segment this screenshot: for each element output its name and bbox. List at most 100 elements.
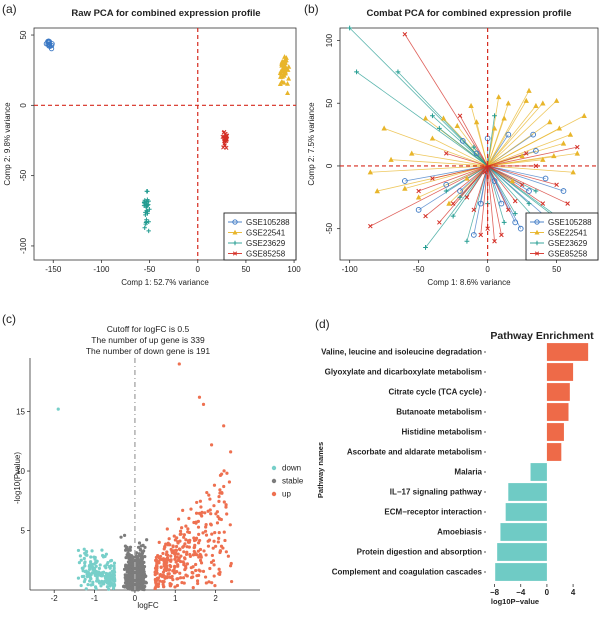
data-point [509,178,516,184]
down-point [80,566,84,570]
data-point [144,189,149,194]
stable-point [140,554,145,559]
up-point [171,545,175,549]
up-point [217,536,221,541]
volcano-title-line-2: The number of up gene is 339 [91,335,205,345]
up-point [195,500,199,505]
data-point [464,175,470,181]
down-point [82,556,86,561]
stable-point [128,568,133,572]
loading-line [487,100,527,167]
data-point [457,113,463,119]
stable-point [139,571,143,576]
up-point [163,544,167,549]
up-point [157,540,161,544]
category-label: ECM−receptor interaction [384,508,482,517]
down-point [85,575,90,579]
up-point [204,553,208,557]
y-tick-label: 50 [19,30,28,39]
data-point [402,31,408,37]
down-point [89,583,93,587]
loading-line [487,159,543,167]
data-point [409,150,415,156]
up-point [158,579,162,583]
data-point [560,188,567,194]
down-point [88,579,92,583]
data-point [540,156,546,162]
x-tick-label: −4 [516,588,526,597]
data-point [286,75,292,81]
up-point [169,558,173,562]
loading-line [487,165,530,204]
down-point [92,569,96,573]
up-point [184,552,189,556]
data-point [495,94,502,100]
up-point [182,550,186,554]
down-point [97,566,102,570]
data-point [526,87,532,93]
up-point [174,544,179,549]
up-point [164,564,169,568]
stable-point [123,573,127,577]
legend-label: GSE22541 [246,229,286,238]
panel-b-combat-pca: (b) Combat PCA for combined expression p… [304,2,599,287]
down-point [83,561,87,565]
y-axis-label-d: Pathway names [316,442,325,498]
down-point [84,550,88,554]
up-point [158,554,163,559]
data-point [443,181,450,188]
legend-label: GSE85258 [246,250,286,259]
up-point [154,585,158,589]
up-point [155,563,159,568]
up-point [210,581,214,585]
down-point [94,564,98,568]
up-point [177,558,181,562]
up-point [222,500,226,504]
up-point [204,581,208,585]
loading-line [470,105,489,167]
up-point [178,571,182,575]
stable-point [136,587,140,592]
data-point [430,176,435,181]
up-point [155,568,159,573]
up-point [212,574,216,578]
down-point [112,571,116,575]
data-point [450,213,456,219]
stable-point [134,565,139,569]
panel-label-b: (b) [304,2,319,16]
loading-line [349,27,488,167]
loading-line [487,153,527,167]
stable-point [145,538,149,542]
data-point [468,102,474,108]
down-point [100,548,104,552]
y-tick-label: 100 [325,33,334,47]
up-point [197,395,202,399]
x-tick-label: 50 [552,265,561,274]
up-point [194,568,198,573]
loading-line [487,165,544,204]
data-point [415,194,422,200]
up-point [206,509,210,513]
up-point [199,505,203,509]
y-tick-label: 50 [325,98,334,107]
up-point [187,545,191,549]
data-point [381,125,387,131]
data-point [437,220,442,225]
up-point [217,495,221,499]
down-point [76,576,81,580]
down-point [91,580,95,584]
axis-ticks-b: -100 -50 0 50 -50 0 50 100 [325,33,562,274]
up-point [191,586,195,590]
up-point [181,560,185,564]
y-tick-label: 5 [21,527,26,536]
up-point [164,559,168,563]
up-point [179,554,183,558]
up-point [213,584,217,588]
stable-point [119,535,123,539]
up-point [169,575,174,580]
data-point [285,81,291,86]
stable-point [130,585,134,590]
up-point [195,574,199,578]
